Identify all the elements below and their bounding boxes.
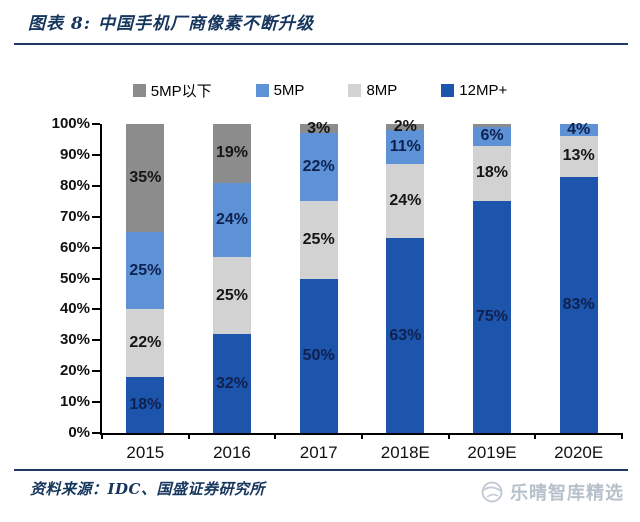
bar-segment-5MP以下: 3% <box>299 120 338 136</box>
bar-segment-5MP以下 <box>473 124 511 128</box>
bar-segment-12MP+: 32% <box>213 334 251 433</box>
y-axis-label: 60% <box>59 238 90 256</box>
footer-divider <box>14 469 628 471</box>
bar-segment-12MP+: 75% <box>473 201 511 433</box>
y-axis-tick <box>92 339 100 342</box>
y-axis-tick <box>92 184 100 187</box>
x-axis-tick <box>447 433 450 439</box>
x-axis-label: 2017 <box>299 443 338 462</box>
x-axis-label: 2019E <box>467 443 517 462</box>
bar-segment-5MP: 11% <box>386 130 425 165</box>
y-axis-tick <box>92 277 100 280</box>
legend-label: 5MP以下 <box>150 83 212 100</box>
x-axis-tick <box>534 433 537 439</box>
bar-segment-8MP: 24% <box>386 164 425 239</box>
bar-segment-8MP: 25% <box>299 201 338 279</box>
stacked-bar-2015: 18% 22% 25% 35% <box>126 124 165 433</box>
y-axis-label: 40% <box>59 300 90 318</box>
y-axis-label: 0% <box>68 424 90 441</box>
y-axis-label: 20% <box>59 362 90 380</box>
plot-area: 0% 10% 20% 30% 40% 50% 60% 70% 80% 90% 100% 2015 18%… <box>52 115 623 462</box>
bar-segment-8MP: 22% <box>126 309 165 378</box>
bar-segment-5MP: 6% <box>473 127 511 146</box>
x-axis-tick <box>274 433 277 439</box>
legend-item-12mp-plus: 12MP+ <box>441 80 507 101</box>
stacked-bar-2016: 32% 25% 24% 19% <box>213 124 251 433</box>
y-axis-tick <box>92 246 100 249</box>
y-axis-label: 100% <box>51 115 90 132</box>
bar-segment-8MP: 13% <box>559 136 598 177</box>
stacked-bar-2019E: 75% 18% 6% <box>473 124 511 433</box>
y-axis-tick <box>92 370 100 373</box>
y-axis-label: 50% <box>59 269 90 287</box>
legend-item-5mp-below: 5MP以下 <box>132 80 212 101</box>
bar-segment-12MP+: 18% <box>126 377 165 433</box>
legend-swatch-5mp-below-icon <box>132 84 146 97</box>
x-axis-tick <box>101 433 103 439</box>
bar-segment-8MP: 25% <box>213 256 251 335</box>
legend-item-5mp: 5MP <box>255 80 305 101</box>
bar-segment-5MP以下: 2% <box>386 118 425 135</box>
legend-label: 8MP <box>366 82 398 99</box>
stacked-bar-2020E: 83% 13% 4% <box>559 121 598 433</box>
y-axis-label: 70% <box>59 207 90 225</box>
title-divider <box>14 43 628 45</box>
chart-legend: 5MP以下 5MP 8MP 12MP+ <box>0 80 640 101</box>
stacked-bar-2017: 50% 25% 22% 3% <box>299 120 338 433</box>
figure-title: 图表 8: 中国手机厂商像素不断升级 <box>28 14 314 34</box>
bar-segment-12MP+: 63% <box>386 238 425 433</box>
legend-swatch-8mp-icon <box>348 84 362 97</box>
x-axis-label: 2018E <box>380 443 430 462</box>
bar-segment-5MP: 22% <box>299 133 338 202</box>
data-source-note: 资料来源：IDC、国盛证券研究所 <box>30 480 265 498</box>
legend-label: 5MP <box>273 82 305 99</box>
watermark-text: 乐晴智库精选 <box>510 483 624 503</box>
legend-swatch-5mp-icon <box>255 84 269 97</box>
y-axis-label: 80% <box>59 176 90 194</box>
bar-segment-12MP+: 83% <box>559 176 598 433</box>
bar-segment-5MP: 25% <box>126 232 165 310</box>
x-axis-label: 2020E <box>554 443 604 462</box>
bar-segment-5MP以下: 35% <box>126 124 165 233</box>
y-axis-label: 10% <box>59 393 90 411</box>
legend-label: 12MP+ <box>459 82 508 99</box>
bar-segment-5MP以下: 19% <box>213 124 251 183</box>
y-axis-tick <box>92 215 100 218</box>
y-axis-label: 30% <box>59 331 90 349</box>
y-axis-tick <box>92 308 100 311</box>
x-axis-tick <box>361 433 363 439</box>
bar-segment-12MP+: 50% <box>299 278 338 433</box>
y-axis-tick <box>92 123 100 125</box>
x-axis-tick <box>187 433 190 439</box>
y-axis-tick <box>92 153 100 156</box>
watermark: 乐晴智库精选 <box>480 479 624 505</box>
x-axis-tick <box>621 433 623 439</box>
y-axis-label: 90% <box>59 145 90 163</box>
bar-segment-8MP: 18% <box>473 145 511 202</box>
legend-item-8mp: 8MP <box>348 80 397 101</box>
y-axis-tick <box>92 401 100 404</box>
stacked-bar-2018E: 63% 24% 11% 2% <box>386 118 425 433</box>
x-axis-label: 2015 <box>126 443 165 462</box>
legend-swatch-12mp-plus-icon <box>441 84 455 97</box>
y-axis-tick <box>92 432 100 434</box>
x-axis-label: 2016 <box>213 443 251 462</box>
leqing-logo-icon <box>480 480 504 504</box>
bar-segment-5MP: 4% <box>559 121 598 138</box>
bar-segment-5MP: 24% <box>213 182 251 257</box>
